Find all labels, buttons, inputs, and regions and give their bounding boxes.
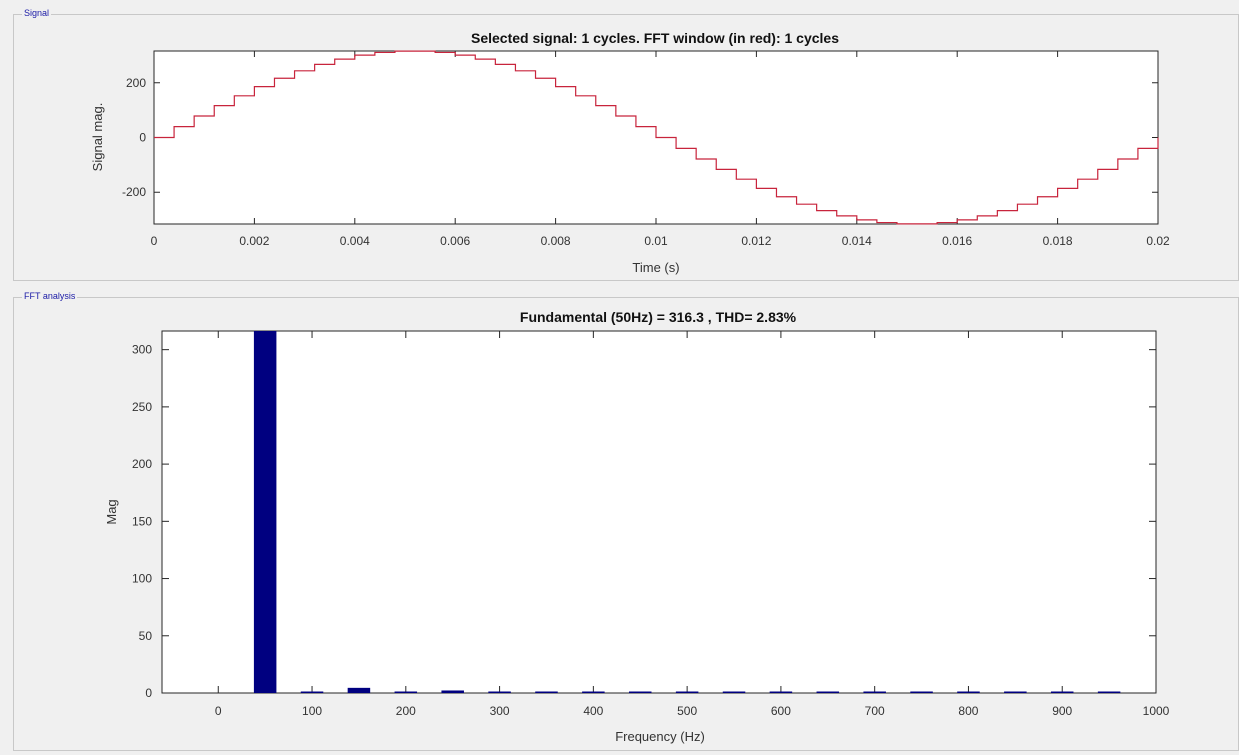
fft-bar [441, 690, 464, 693]
fft-bar [722, 691, 746, 693]
fft-x-tick-label: 800 [958, 704, 978, 718]
signal-y-tick-label: 0 [139, 131, 146, 145]
fft-x-tick-label: 100 [302, 704, 322, 718]
fft-x-tick-label: 0 [215, 704, 222, 718]
fft-x-axis-label: Frequency (Hz) [615, 729, 705, 744]
fft-y-tick-label: 300 [132, 343, 152, 357]
signal-x-tick-label: 0.008 [541, 234, 571, 248]
fft-bar [957, 691, 980, 693]
fft-y-tick-label: 100 [132, 572, 152, 586]
fft-x-tick-label: 700 [865, 704, 885, 718]
fft-bar [1097, 691, 1121, 693]
signal-x-axis-label: Time (s) [632, 260, 679, 275]
signal-x-tick-label: 0.014 [842, 234, 872, 248]
fft-x-tick-label: 400 [583, 704, 603, 718]
fft-bar [1004, 691, 1027, 693]
fft-bar [863, 691, 886, 693]
signal-x-tick-label: 0.006 [440, 234, 470, 248]
fft-x-tick-label: 900 [1052, 704, 1072, 718]
fft-bar [910, 691, 933, 693]
fft-bar [347, 687, 371, 693]
fft-bar [488, 691, 511, 693]
signal-x-tick-label: 0.018 [1043, 234, 1073, 248]
fft-bar [1050, 691, 1074, 693]
signal-x-tick-label: 0 [151, 234, 158, 248]
signal-x-tick-label: 0.016 [942, 234, 972, 248]
signal-y-tick-label: 200 [126, 76, 146, 90]
fft-bar [253, 331, 277, 693]
fft-y-tick-label: 0 [145, 686, 152, 700]
fft-y-tick-label: 250 [132, 400, 152, 414]
signal-chart: Selected signal: 1 cycles. FFT window (i… [90, 30, 1170, 275]
fft-marks: 0 100 200 300 400 500 600 700 800 900 1000 0 50 100 15… [132, 331, 1170, 718]
fft-bar [769, 691, 793, 693]
fft-y-tick-label: 150 [132, 514, 152, 528]
fft-x-tick-label: 300 [490, 704, 510, 718]
signal-y-tick-label: -200 [122, 185, 146, 199]
fft-panel-label: FFT analysis [22, 290, 78, 302]
signal-chart-title: Selected signal: 1 cycles. FFT window (i… [471, 30, 839, 46]
signal-panel-label: Signal [22, 7, 52, 19]
fft-plot-area [161, 330, 1157, 694]
fft-y-tick-label: 200 [132, 457, 152, 471]
fft-y-tick-label: 50 [139, 629, 153, 643]
fft-bar [675, 691, 699, 693]
fft-x-tick-label: 500 [677, 704, 697, 718]
fft-chart-title: Fundamental (50Hz) = 316.3 , THD= 2.83% [520, 309, 797, 325]
signal-y-axis-label: Signal mag. [90, 103, 105, 172]
fft-x-tick-label: 200 [396, 704, 416, 718]
signal-x-tick-label: 0.012 [741, 234, 771, 248]
fft-bar [535, 691, 558, 693]
signal-waveform-line [154, 50, 1159, 225]
signal-x-tick-label: 0.01 [644, 234, 668, 248]
fft-bar [628, 691, 652, 693]
fft-y-axis-label: Mag [104, 499, 119, 524]
signal-x-tick-label: 0.02 [1146, 234, 1170, 248]
fft-x-tick-label: 1000 [1143, 704, 1170, 718]
fft-bar [582, 691, 605, 693]
fft-bar [300, 691, 324, 693]
fft-x-tick-label: 600 [771, 704, 791, 718]
signal-x-tick-label: 0.002 [239, 234, 269, 248]
signal-marks: 0 0.002 0.004 0.006 0.008 0.01 0.012 0.014 0.016… [122, 50, 1170, 248]
signal-x-tick-label: 0.004 [340, 234, 370, 248]
fft-bar [816, 691, 840, 693]
fft-bar [394, 691, 418, 693]
